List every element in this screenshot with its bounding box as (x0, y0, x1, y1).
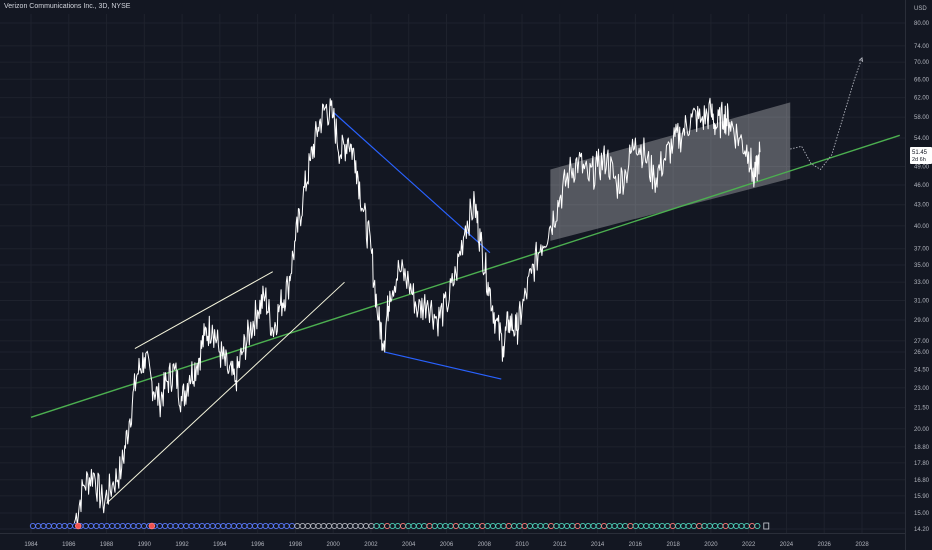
y-tick-label: 70.00 (914, 60, 930, 66)
channel-upper-line (134, 271, 273, 350)
x-tick-label: 2008 (478, 542, 492, 548)
currency-label: USD (914, 6, 927, 12)
x-tick-label: 2020 (704, 542, 718, 548)
y-tick-label: 58.00 (914, 115, 930, 121)
y-tick-label: 29.00 (914, 318, 930, 324)
x-tick-label: 1988 (100, 542, 114, 548)
y-tick-label: 62.00 (914, 96, 930, 102)
event-marker[interactable] (148, 522, 156, 530)
x-tick-label: 2014 (591, 542, 605, 548)
y-tick-label: 46.00 (914, 183, 930, 189)
price-series-layer (73, 97, 761, 526)
channel-lower-line (106, 281, 345, 504)
y-tick-label: 33.00 (914, 280, 930, 286)
y-tick-label: 21.50 (914, 406, 930, 412)
projection-arrow (790, 57, 863, 171)
x-tick-label: 2010 (515, 542, 529, 548)
y-tick-label: 37.00 (914, 247, 930, 253)
event-marker[interactable] (754, 522, 761, 530)
x-tick-label: 1998 (289, 542, 303, 548)
event-markers[interactable] (29, 522, 770, 530)
y-tick-label: 74.00 (914, 44, 930, 50)
x-tick-label: 2004 (402, 542, 416, 548)
x-tick-label: 1984 (24, 542, 38, 548)
y-tick-label: 20.00 (914, 427, 930, 433)
y-tick-label: 15.90 (914, 494, 930, 500)
y-tick-label: 23.00 (914, 386, 930, 392)
projection-box-layer (550, 102, 791, 241)
x-tick-label: 1992 (175, 542, 189, 548)
event-marker-upcoming[interactable] (763, 522, 770, 530)
x-tick-label: 2006 (440, 542, 454, 548)
y-tick-label: 80.00 (914, 21, 930, 27)
x-tick-label: 2000 (327, 542, 341, 548)
x-axis: 1984 1986 1988 1990 1992 1994 1996 1998 2000 2002… (0, 533, 905, 548)
projection-arrow-head (858, 57, 864, 62)
x-tick-label: 2002 (364, 542, 378, 548)
y-tick-label: 35.00 (914, 263, 930, 269)
y-axis: 80.00 74.00 70.00 66.00 62.00 58.00 54.00 49.00… (905, 0, 930, 550)
x-tick-label: 2022 (742, 542, 756, 548)
y-tick-label: 24.50 (914, 367, 930, 373)
price-badge: 51.45 2d 6h (910, 147, 932, 164)
y-tick-label: 49.00 (914, 164, 930, 170)
price-series-line (73, 97, 761, 526)
event-marker[interactable] (74, 522, 82, 530)
y-tick-label: 66.00 (914, 77, 930, 83)
x-tick-label: 1990 (138, 542, 152, 548)
x-tick-label: 1986 (62, 542, 76, 548)
y-tick-label: 43.00 (914, 203, 930, 209)
y-tick-label: 16.80 (914, 478, 930, 484)
y-tick-label: 40.00 (914, 224, 930, 230)
y-tick-label: 14.20 (914, 527, 930, 533)
y-tick-label: 27.00 (914, 339, 930, 345)
x-tick-label: 2028 (855, 542, 869, 548)
x-tick-label: 2024 (780, 542, 794, 548)
x-tick-label: 1994 (213, 542, 227, 548)
y-tick-label: 18.80 (914, 445, 930, 451)
projection-box (550, 102, 791, 241)
x-tick-label: 1996 (251, 542, 265, 548)
y-tick-label: 54.00 (914, 136, 930, 142)
y-tick-label: 26.00 (914, 350, 930, 356)
x-tick-label: 2012 (553, 542, 567, 548)
y-tick-label: 15.00 (914, 511, 930, 517)
x-tick-label: 2026 (818, 542, 832, 548)
y-tick-label: 17.80 (914, 461, 930, 467)
price-badge-value: 51.45 (912, 150, 928, 156)
price-badge-countdown: 2d 6h (912, 157, 926, 163)
x-tick-label: 2018 (666, 542, 680, 548)
blue-upper-line (332, 111, 491, 254)
y-tick-label: 31.00 (914, 298, 930, 304)
chart-title: Verizon Communications Inc., 3D, NYSE (4, 3, 131, 10)
x-tick-label: 2016 (629, 542, 643, 548)
blue-lower-line (384, 351, 502, 380)
